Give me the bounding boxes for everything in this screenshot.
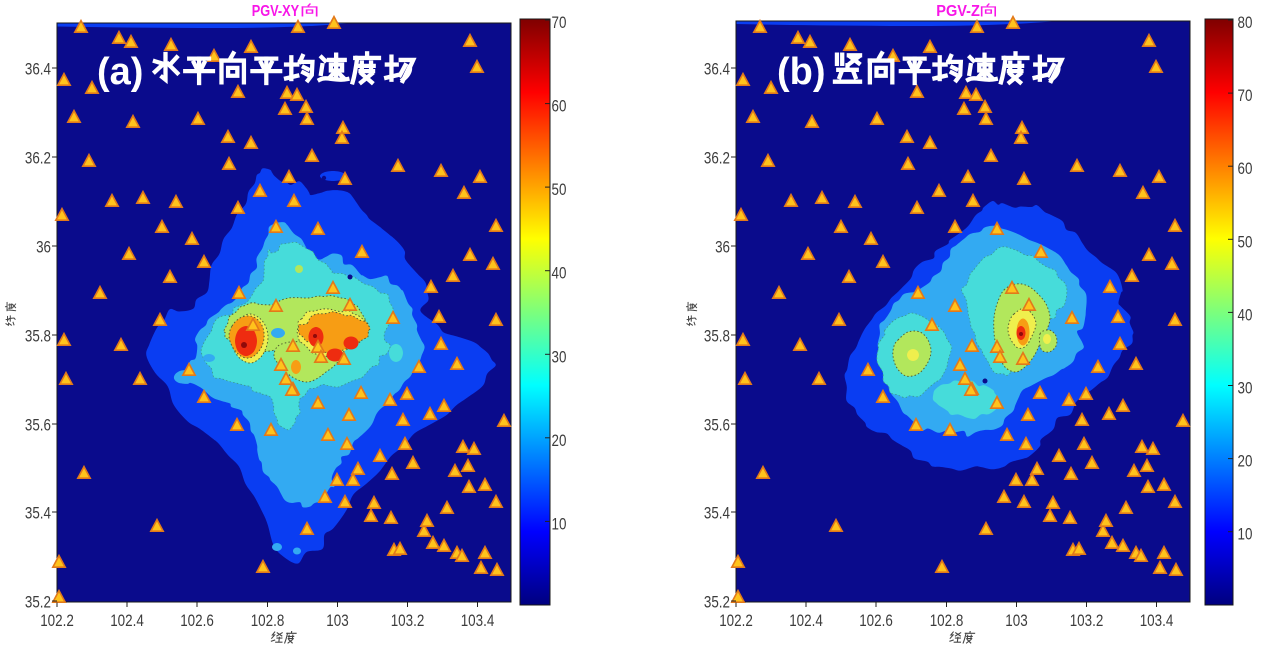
svg-text:36: 36 (715, 238, 730, 257)
svg-text:20: 20 (552, 431, 567, 450)
svg-text:35.6: 35.6 (704, 416, 730, 435)
svg-text:102.8: 102.8 (251, 611, 285, 630)
svg-text:35.4: 35.4 (704, 504, 730, 523)
svg-text:70: 70 (1238, 86, 1253, 105)
svg-text:PGV-XY: PGV-XY (252, 3, 300, 20)
svg-text:35.8: 35.8 (25, 327, 51, 346)
svg-text:PGV-Z: PGV-Z (936, 3, 980, 20)
svg-text:35.8: 35.8 (704, 327, 730, 346)
svg-text:35.2: 35.2 (25, 593, 51, 612)
svg-text:60: 60 (1238, 159, 1253, 178)
svg-text:102.2: 102.2 (719, 611, 753, 630)
svg-text:102.4: 102.4 (789, 611, 823, 630)
svg-text:102.6: 102.6 (859, 611, 893, 630)
svg-text:10: 10 (1238, 525, 1253, 544)
svg-text:10: 10 (552, 514, 567, 533)
svg-text:102.4: 102.4 (110, 611, 144, 630)
svg-text:35.6: 35.6 (25, 416, 51, 435)
svg-text:20: 20 (1238, 452, 1253, 471)
svg-text:35.2: 35.2 (704, 593, 730, 612)
svg-text:102.8: 102.8 (930, 611, 964, 630)
svg-text:103: 103 (1005, 611, 1027, 630)
svg-text:35.4: 35.4 (25, 504, 51, 523)
svg-text:(a): (a) (97, 51, 143, 93)
svg-text:30: 30 (552, 347, 567, 366)
svg-text:80: 80 (1238, 13, 1253, 32)
svg-text:103.4: 103.4 (461, 611, 495, 630)
svg-text:60: 60 (552, 97, 567, 116)
svg-text:36.2: 36.2 (25, 149, 51, 168)
svg-text:70: 70 (552, 13, 567, 32)
svg-text:(b): (b) (777, 51, 826, 93)
svg-text:102.6: 102.6 (180, 611, 214, 630)
svg-text:103.2: 103.2 (1070, 611, 1104, 630)
svg-text:36: 36 (36, 238, 51, 257)
svg-text:103.2: 103.2 (391, 611, 425, 630)
svg-text:36.4: 36.4 (25, 60, 51, 79)
svg-text:102.2: 102.2 (40, 611, 74, 630)
svg-text:40: 40 (1238, 305, 1253, 324)
svg-text:30: 30 (1238, 379, 1253, 398)
svg-text:103.4: 103.4 (1140, 611, 1174, 630)
svg-text:40: 40 (552, 264, 567, 283)
svg-text:36.4: 36.4 (704, 60, 730, 79)
svg-text:50: 50 (1238, 232, 1253, 251)
svg-text:50: 50 (552, 180, 567, 199)
svg-text:103: 103 (326, 611, 348, 630)
svg-text:36.2: 36.2 (704, 149, 730, 168)
